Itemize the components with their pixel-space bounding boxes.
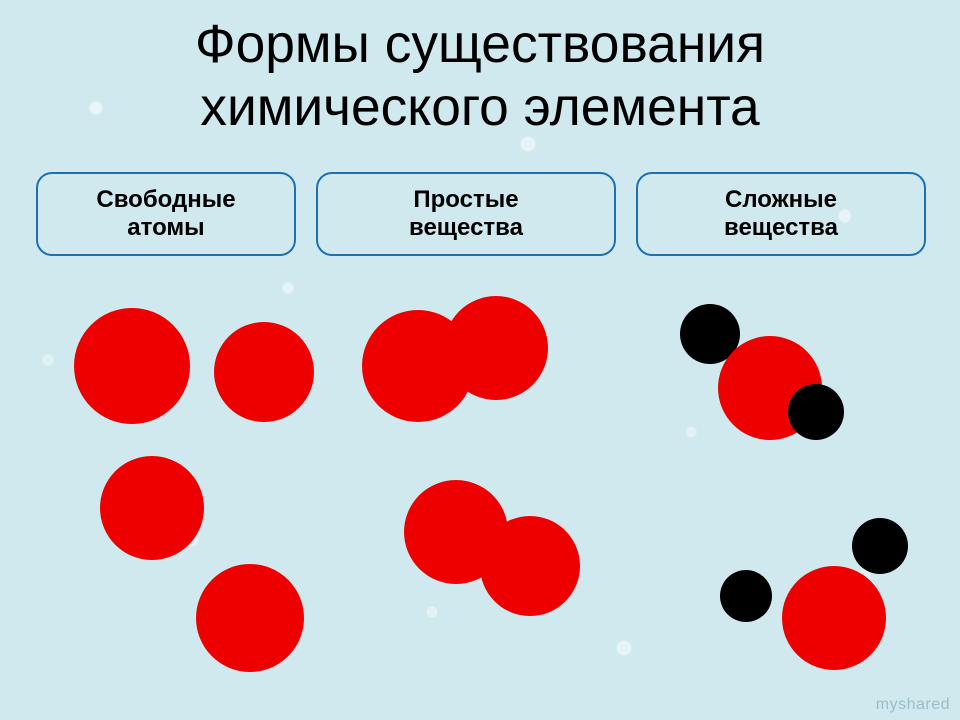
label-complex-substances: Сложные вещества <box>636 172 926 256</box>
slide-stage: Формы существования химического элемента… <box>0 0 960 720</box>
free-atom-red <box>214 322 314 422</box>
free-atom-red <box>196 564 304 672</box>
free-atom-red <box>74 308 190 424</box>
complex-atom-black <box>852 518 908 574</box>
simple-atom-red <box>480 516 580 616</box>
label-free-atoms-text: Свободные атомы <box>96 186 235 242</box>
complex-atom-black <box>788 384 844 440</box>
simple-atom-red <box>444 296 548 400</box>
complex-atom-black <box>720 570 772 622</box>
label-free-atoms: Свободные атомы <box>36 172 296 256</box>
label-simple-substances: Простые вещества <box>316 172 616 256</box>
label-complex-substances-text: Сложные вещества <box>724 186 838 242</box>
free-atom-red <box>100 456 204 560</box>
slide-title: Формы существования химического элемента <box>0 14 960 140</box>
label-simple-substances-text: Простые вещества <box>409 186 523 242</box>
watermark-text: myshared <box>876 696 950 714</box>
complex-atom-red <box>782 566 886 670</box>
